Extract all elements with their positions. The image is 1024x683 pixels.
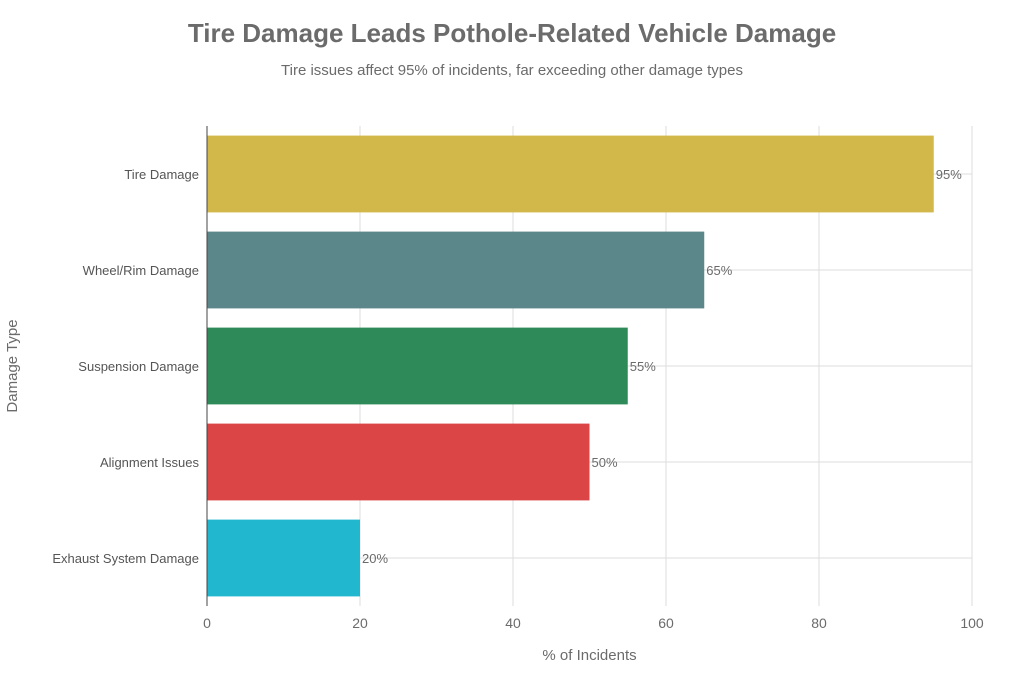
value-label: 95% [936, 167, 962, 182]
bar [207, 135, 934, 213]
x-tick-label: 60 [658, 615, 674, 631]
bar [207, 423, 590, 501]
value-label: 20% [362, 551, 388, 566]
x-axis-ticks: 0 20 40 60 80 100 [203, 615, 984, 631]
x-tick-label: 0 [203, 615, 211, 631]
y-axis-categories: Tire Damage Wheel/Rim Damage Suspension Da… [52, 167, 199, 566]
bar [207, 231, 705, 309]
x-tick-label: 100 [960, 615, 984, 631]
value-label: 50% [592, 455, 618, 470]
bars [207, 135, 934, 597]
x-tick-label: 80 [811, 615, 827, 631]
x-axis-title: % of Incidents [542, 647, 636, 664]
value-label: 55% [630, 359, 656, 374]
value-label: 65% [706, 263, 732, 278]
y-axis-title: Damage Type [4, 319, 21, 412]
x-tick-label: 20 [352, 615, 368, 631]
category-label: Exhaust System Damage [52, 551, 199, 566]
value-labels: 95% 65% 55% 50% 20% [362, 167, 962, 566]
category-label: Suspension Damage [78, 359, 199, 374]
chart-title: Tire Damage Leads Pothole-Related Vehicl… [187, 18, 837, 48]
chart-subtitle: Tire issues affect 95% of incidents, far… [281, 62, 743, 79]
bar [207, 519, 360, 597]
category-label: Alignment Issues [100, 455, 199, 470]
bar [207, 327, 628, 405]
x-tick-label: 40 [505, 615, 521, 631]
category-label: Wheel/Rim Damage [83, 263, 199, 278]
category-label: Tire Damage [124, 167, 199, 182]
